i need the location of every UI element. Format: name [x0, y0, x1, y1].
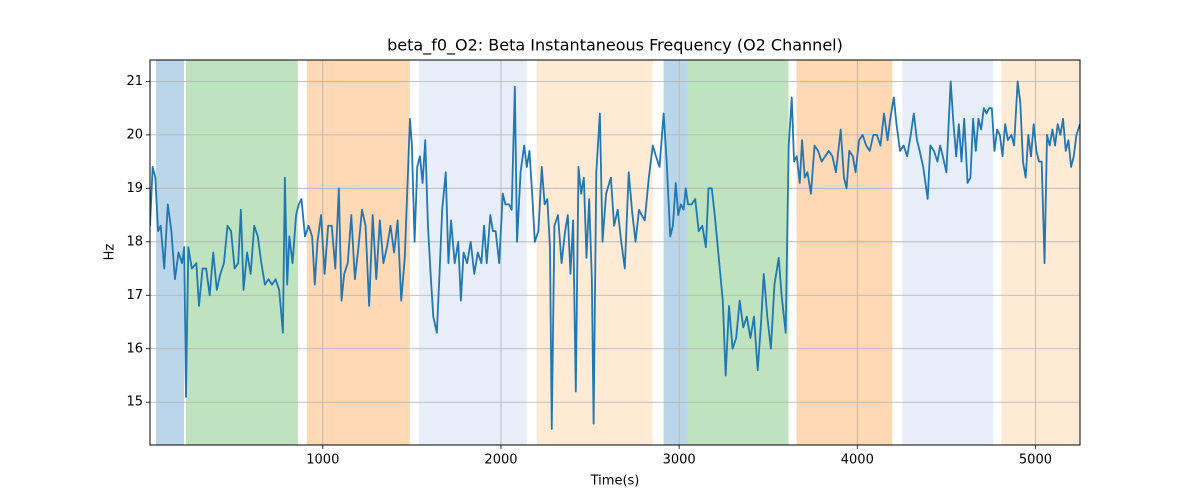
- x-tick-label: 5000: [1019, 453, 1052, 468]
- plot-frame: [149, 59, 1081, 446]
- shaded-span: [663, 60, 688, 445]
- y-tick-label: 20: [126, 127, 143, 142]
- y-tick-label: 17: [126, 288, 143, 303]
- y-tick-label: 21: [126, 74, 143, 89]
- y-tick-label: 19: [126, 181, 143, 196]
- x-tick-label: 3000: [663, 453, 696, 468]
- y-axis-label: Hz: [103, 244, 118, 261]
- data-line: [150, 80, 1080, 430]
- y-tick-label: 18: [126, 234, 143, 249]
- x-tick-label: 4000: [841, 453, 874, 468]
- x-tick-label: 1000: [306, 453, 339, 468]
- shaded-span: [796, 60, 893, 445]
- x-tick-label: 2000: [484, 453, 517, 468]
- y-tick-label: 16: [126, 341, 143, 356]
- shaded-span: [156, 60, 185, 445]
- x-axis-label: Time(s): [590, 474, 640, 489]
- shaded-span: [687, 60, 789, 445]
- shaded-span: [902, 60, 994, 445]
- shaded-span: [1001, 60, 1080, 445]
- y-tick-label: 15: [126, 395, 143, 410]
- chart-title: beta_f0_O2: Beta Instantaneous Frequency…: [387, 36, 843, 56]
